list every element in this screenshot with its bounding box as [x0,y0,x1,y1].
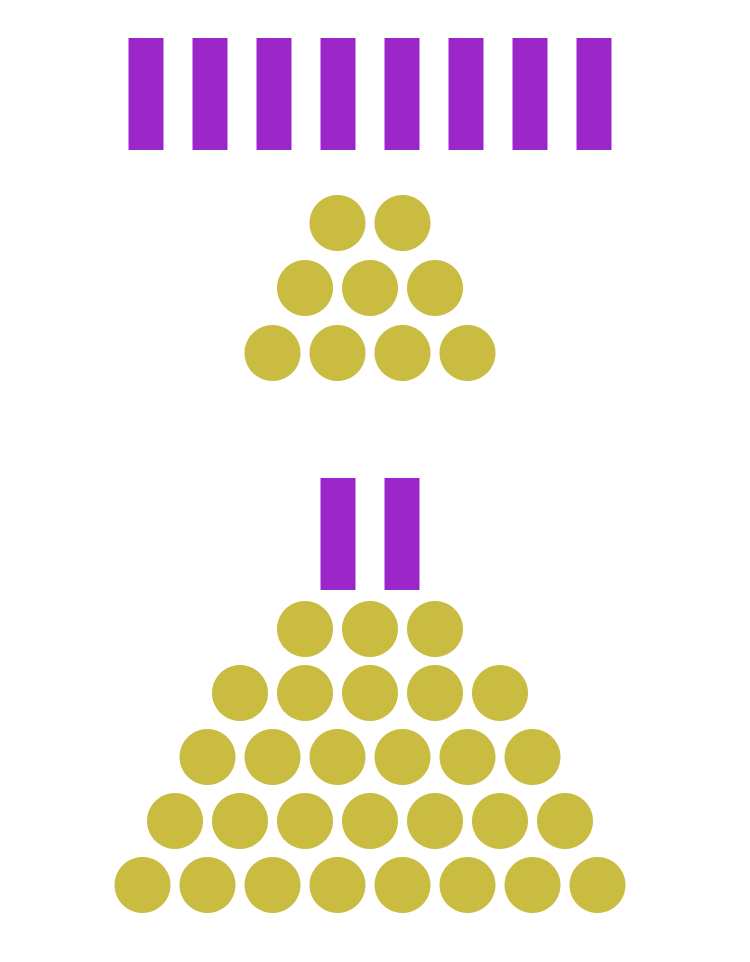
counter-dot [439,857,496,913]
counter-dot [537,793,593,849]
counter-dot [244,857,301,913]
bar [384,38,420,150]
counter-dot [374,857,431,913]
counter-dot [342,601,398,657]
counter-dot [504,857,561,913]
counter-dot [277,260,333,316]
counter-dot [212,665,268,721]
counter-dot [309,729,366,785]
bar [192,38,228,150]
counter-dot [407,665,463,721]
counter-dot [309,857,366,913]
counter-dot [147,793,203,849]
counter-dot [569,857,626,913]
counter-dot [277,793,333,849]
bar [320,38,356,150]
group-2 [114,478,626,913]
counter-dot [179,857,236,913]
bar [320,478,356,590]
bar [448,38,484,150]
counter-dot [472,793,528,849]
counter-dot [374,195,431,251]
counter-dot [407,793,463,849]
counter-dot [407,601,463,657]
counter-dot [309,325,366,381]
bar [576,38,612,150]
counter-dot [439,325,496,381]
counter-dot [374,325,431,381]
counter-dot [407,260,463,316]
counter-dot [179,729,236,785]
counter-dot [472,665,528,721]
group-1 [128,38,612,381]
counter-dot [277,665,333,721]
counter-dot [277,601,333,657]
counter-dot [374,729,431,785]
bar [512,38,548,150]
bar [384,478,420,590]
counter-dot [114,857,171,913]
counter-dot [342,793,398,849]
bar [256,38,292,150]
counter-dot [342,665,398,721]
counter-dot [244,325,301,381]
counter-dot [504,729,561,785]
counter-dot [342,260,398,316]
counter-dot [212,793,268,849]
counter-dot [309,195,366,251]
counter-dot [244,729,301,785]
bar [128,38,164,150]
counter-dot [439,729,496,785]
